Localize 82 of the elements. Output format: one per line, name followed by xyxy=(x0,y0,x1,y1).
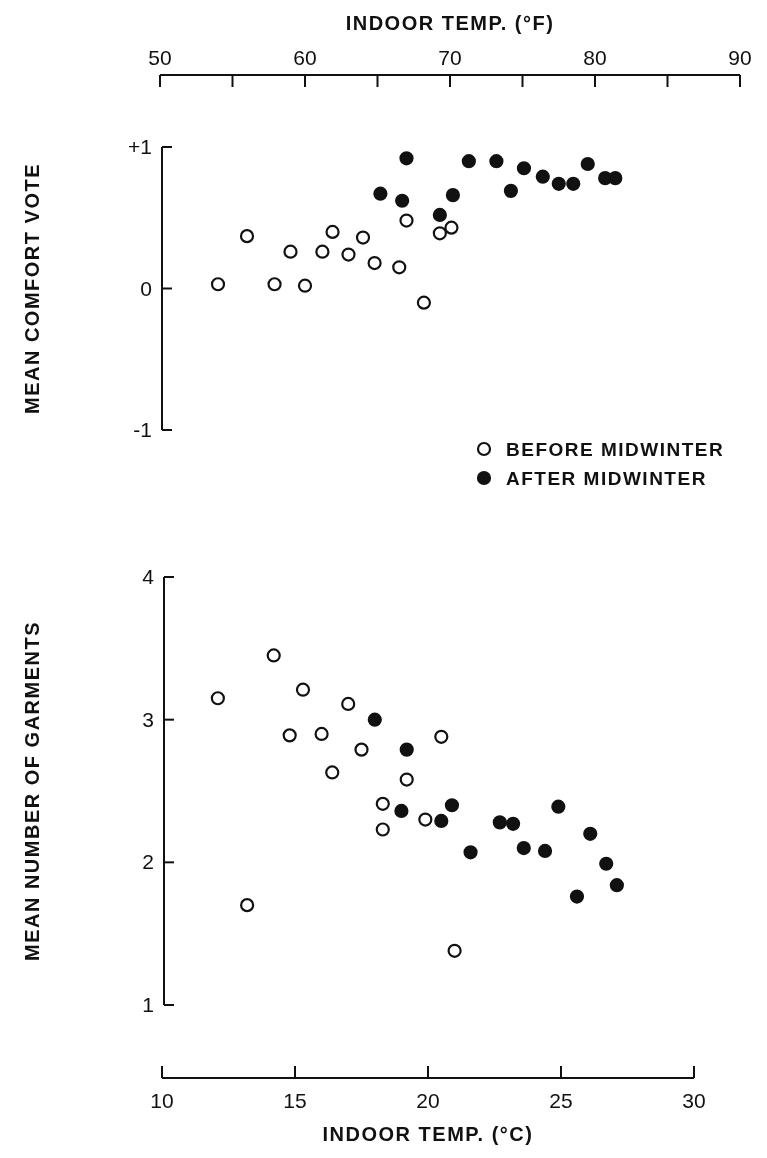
point xyxy=(583,826,598,841)
point xyxy=(416,295,431,310)
point xyxy=(325,765,340,780)
x-tick-label: 15 xyxy=(283,1089,307,1112)
point xyxy=(434,813,449,829)
y-tick-label: 3 xyxy=(142,707,154,731)
point xyxy=(506,816,521,831)
x-tick-label: 25 xyxy=(549,1089,573,1112)
y-tick-label: 4 xyxy=(142,565,155,588)
point xyxy=(551,176,566,191)
point xyxy=(609,878,624,893)
point xyxy=(608,171,623,186)
point xyxy=(314,726,329,742)
point xyxy=(537,843,553,859)
x-tick-label: 80 xyxy=(583,46,607,69)
x-tick-label: 10 xyxy=(150,1089,174,1112)
point xyxy=(399,742,414,757)
point xyxy=(341,247,356,262)
point xyxy=(535,169,550,184)
point xyxy=(367,255,382,271)
legend-label: BEFORE MIDWINTER xyxy=(506,439,725,460)
point xyxy=(399,213,414,228)
point xyxy=(418,812,433,827)
point xyxy=(240,898,255,913)
point xyxy=(516,161,532,176)
point xyxy=(267,277,282,292)
y-tick-label: +1 xyxy=(128,135,152,158)
point xyxy=(325,224,340,239)
y-tick-label: -1 xyxy=(133,418,152,441)
point xyxy=(375,796,390,811)
point xyxy=(432,226,447,241)
point xyxy=(434,729,449,744)
x-tick-label: 50 xyxy=(148,46,172,69)
point xyxy=(566,176,581,191)
point xyxy=(447,943,462,958)
point xyxy=(295,682,311,697)
y-axis-title: MEAN NUMBER OF GARMENTS xyxy=(21,620,43,962)
x-tick-label: 20 xyxy=(416,1089,440,1112)
x-tick-label: 60 xyxy=(293,46,317,69)
point xyxy=(551,799,566,814)
x-axis-title: INDOOR TEMP. (°F) xyxy=(345,12,555,34)
point xyxy=(282,728,297,743)
point xyxy=(463,845,478,860)
point xyxy=(489,154,504,169)
y-tick-label: 1 xyxy=(142,993,154,1016)
x-tick-label: 70 xyxy=(438,46,462,69)
point xyxy=(341,696,356,712)
point xyxy=(395,193,410,208)
x-tick-label: 30 xyxy=(682,1089,706,1112)
point xyxy=(375,822,390,837)
point xyxy=(355,230,371,245)
point xyxy=(210,277,226,292)
point xyxy=(392,260,407,275)
point xyxy=(239,229,255,244)
point xyxy=(492,815,507,830)
point xyxy=(432,207,447,223)
point xyxy=(283,244,298,259)
point xyxy=(297,278,313,293)
x-axis-title: INDOOR TEMP. (°C) xyxy=(322,1123,534,1145)
y-tick-label: 2 xyxy=(142,850,154,874)
point xyxy=(580,156,595,172)
point xyxy=(569,889,585,904)
point xyxy=(354,742,369,757)
point xyxy=(444,220,459,235)
point xyxy=(599,856,614,871)
point xyxy=(444,798,460,813)
point xyxy=(266,648,281,663)
y-tick-label: 0 xyxy=(140,276,152,300)
point xyxy=(210,691,225,706)
point xyxy=(315,244,330,259)
point xyxy=(394,803,409,819)
point xyxy=(373,186,388,201)
point xyxy=(399,772,414,787)
y-axis-title: MEAN COMFORT VOTE xyxy=(21,162,43,415)
point xyxy=(445,188,460,203)
point xyxy=(367,712,382,727)
x-tick-label: 90 xyxy=(728,46,752,69)
point xyxy=(461,154,476,169)
legend-label: AFTER MIDWINTER xyxy=(506,468,707,489)
point xyxy=(516,840,531,856)
point xyxy=(503,183,518,198)
point xyxy=(399,151,414,166)
